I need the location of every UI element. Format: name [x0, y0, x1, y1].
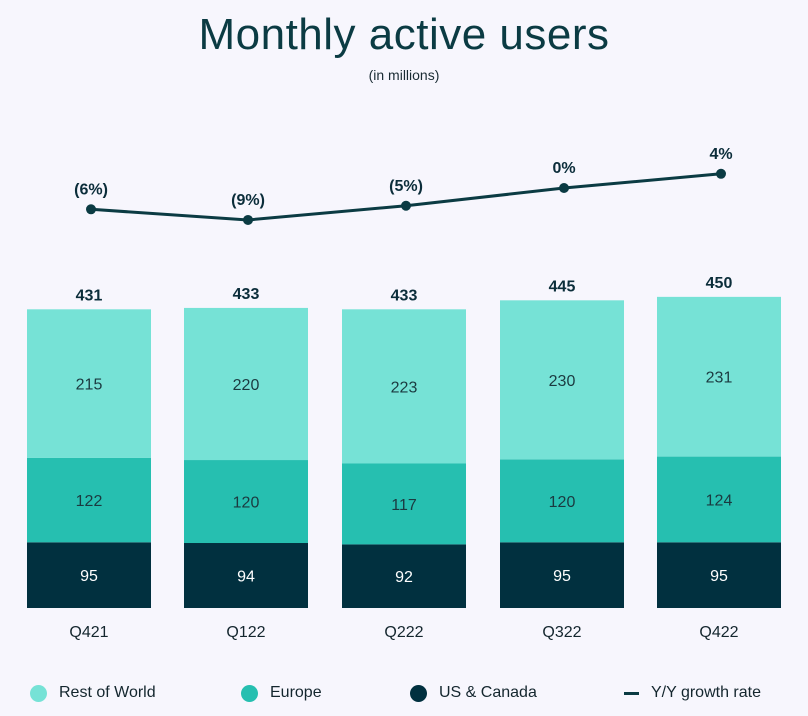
legend-swatch-us-canada: [410, 684, 427, 702]
chart-title: Monthly active users: [198, 10, 610, 59]
bar-total-label: 450: [706, 275, 733, 292]
bar-segment-europe: [27, 457, 151, 543]
bar-segment-us-canada: [184, 543, 308, 608]
bar-value-label-rest-of-world: 223: [391, 379, 418, 396]
x-tick-label: Q122: [226, 624, 265, 641]
chart-subtitle: (in millions): [368, 67, 440, 83]
stacked-bar-chart: 95 122 215 431 Q421 94 120 220 433 Q122 92 117 223 43…: [27, 146, 781, 641]
x-tick-label: Q222: [384, 624, 423, 641]
bar-value-label-us-canada: 95: [553, 568, 571, 585]
bar-segment-europe: [184, 460, 308, 544]
legend-label-europe: Europe: [270, 684, 322, 701]
growth-rate-label: (6%): [74, 181, 108, 198]
legend-swatch-yy-growth-rate: [624, 691, 639, 695]
legend-swatch-europe: [241, 684, 258, 702]
growth-rate-point: [401, 200, 411, 211]
legend-item-europe: Europe: [241, 684, 322, 702]
growth-rate-label: (9%): [231, 192, 265, 209]
bar-value-label-rest-of-world: 230: [549, 373, 576, 390]
bar-value-label-us-canada: 95: [80, 568, 98, 585]
growth-rate-point: [243, 214, 253, 225]
bar-value-label-europe: 120: [549, 494, 576, 511]
bar-segment-us-canada: [27, 542, 151, 608]
x-tick-label: Q421: [69, 624, 108, 641]
bar-segment-europe: [342, 463, 466, 545]
chart-legend: Rest of World Europe US & Canada Y/Y gro…: [0, 684, 808, 712]
growth-rate-label: 0%: [552, 160, 575, 177]
bar-segment-europe: [500, 459, 624, 543]
bar-segment-europe: [657, 456, 781, 543]
bar-segment-rest-of-world: [184, 307, 308, 461]
legend-item-rest-of-world: Rest of World: [30, 684, 156, 702]
bar-value-label-rest-of-world: 231: [706, 370, 733, 387]
growth-rate-label: (5%): [389, 178, 423, 195]
growth-rate-point: [86, 204, 96, 215]
bar-value-label-europe: 124: [706, 492, 733, 509]
bar-value-label-us-canada: 94: [237, 569, 255, 586]
legend-item-yy-growth-rate: Y/Y growth rate: [624, 684, 761, 702]
bar-value-label-europe: 120: [233, 495, 260, 512]
x-tick-label: Q422: [699, 624, 738, 641]
bar-segment-rest-of-world: [657, 296, 781, 457]
growth-rate-label: 4%: [709, 146, 732, 163]
bar-segment-rest-of-world: [500, 300, 624, 460]
x-tick-label: Q322: [542, 624, 581, 641]
bar-value-label-us-canada: 95: [710, 568, 728, 585]
bar-total-label: 433: [391, 287, 418, 304]
bar-total-label: 445: [549, 278, 576, 295]
legend-label-rest-of-world: Rest of World: [59, 684, 156, 701]
bar-value-label-us-canada: 92: [395, 569, 413, 586]
bar-segment-rest-of-world: [27, 309, 151, 458]
legend-swatch-rest-of-world: [30, 684, 47, 702]
legend-label-yy-growth-rate: Y/Y growth rate: [651, 684, 761, 701]
bar-value-label-rest-of-world: 220: [233, 377, 260, 394]
growth-rate-point: [716, 168, 726, 179]
bar-segment-us-canada: [657, 542, 781, 608]
bar-value-label-rest-of-world: 215: [76, 377, 103, 394]
bar-segment-us-canada: [342, 544, 466, 608]
growth-rate-point: [559, 183, 569, 193]
bar-total-label: 433: [233, 286, 260, 303]
bar-segment-us-canada: [500, 542, 624, 608]
legend-label-us-canada: US & Canada: [439, 684, 537, 701]
bar-segment-rest-of-world: [342, 309, 466, 464]
legend-item-us-canada: US & Canada: [410, 684, 537, 702]
bar-value-label-europe: 117: [391, 497, 417, 514]
bar-total-label: 431: [76, 287, 103, 304]
bar-value-label-europe: 122: [76, 493, 103, 510]
